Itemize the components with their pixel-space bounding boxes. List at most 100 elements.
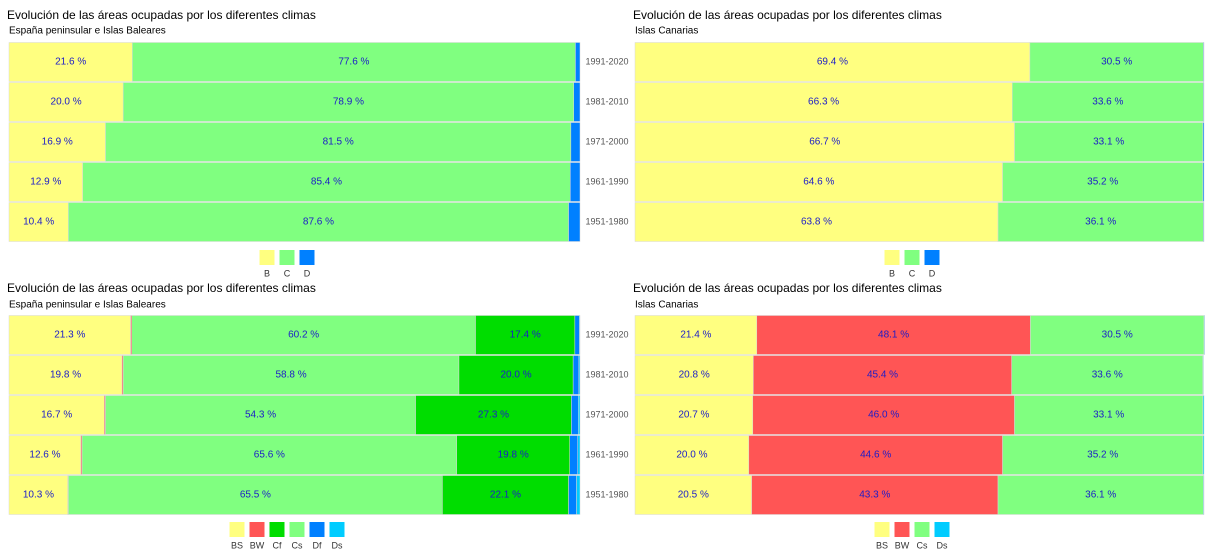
- value-label: 16.7 %: [41, 410, 72, 421]
- bar-segment: [571, 395, 579, 435]
- bar-segment: [105, 122, 572, 162]
- value-label: 17.4 %: [510, 330, 541, 341]
- bar-segment: [131, 315, 476, 355]
- legend-swatch: [289, 522, 305, 537]
- value-label: 85.4 %: [311, 177, 342, 188]
- value-label: 43.3 %: [859, 490, 890, 501]
- value-label: 19.8 %: [50, 370, 81, 381]
- bar-segment: [634, 202, 999, 242]
- bar-segment: [751, 475, 999, 515]
- bar-segment: [1011, 82, 1204, 122]
- legend-label: B: [889, 268, 895, 278]
- value-label: 12.9 %: [30, 177, 61, 188]
- bar-segment: [458, 355, 574, 395]
- value-label: 81.5 %: [323, 137, 354, 148]
- bar-segment: [634, 82, 1013, 122]
- value-label: 22.1 %: [490, 490, 521, 501]
- chart-panel: Evolución de las áreas ocupadas por los …: [7, 281, 629, 550]
- legend-label: BS: [231, 540, 243, 550]
- category-label: 1971-2000: [585, 409, 628, 419]
- legend-label: C: [909, 268, 916, 278]
- legend-swatch: [904, 250, 920, 265]
- value-label: 20.0 %: [500, 370, 531, 381]
- legend-label: BS: [876, 540, 888, 550]
- legend-label: C: [284, 268, 291, 278]
- value-label: 65.6 %: [254, 450, 285, 461]
- bar-segment: [1014, 395, 1204, 435]
- chart-title: Evolución de las áreas ocupadas por los …: [7, 281, 316, 295]
- value-label: 33.1 %: [1093, 410, 1124, 421]
- value-label: 35.2 %: [1087, 450, 1118, 461]
- legend-swatch: [924, 250, 940, 265]
- bar-segment: [8, 162, 83, 202]
- chart-title: Evolución de las áreas ocupadas por los …: [633, 281, 942, 295]
- bar-segment: [105, 395, 416, 435]
- value-label: 64.6 %: [803, 177, 834, 188]
- bar-segment: [573, 82, 581, 122]
- bar-segment: [415, 395, 572, 435]
- legend-swatch: [279, 250, 295, 265]
- legend-label: B: [264, 268, 270, 278]
- value-label: 30.5 %: [1102, 330, 1133, 341]
- chart-panel: Evolución de las áreas ocupadas por los …: [633, 8, 1205, 278]
- value-label: 46.0 %: [868, 410, 899, 421]
- value-label: 33.6 %: [1092, 370, 1123, 381]
- value-label: 66.3 %: [808, 97, 839, 108]
- bar-segment: [997, 475, 1204, 515]
- value-label: 21.3 %: [54, 330, 85, 341]
- bar-segment: [8, 82, 124, 122]
- bar-segment: [1202, 122, 1205, 162]
- value-label: 36.1 %: [1085, 490, 1116, 501]
- bar-segment: [748, 435, 1003, 475]
- category-label: 1991-2020: [585, 56, 628, 66]
- bar-segment: [575, 42, 581, 82]
- bar-segment: [1203, 42, 1205, 82]
- bar-segment: [568, 202, 581, 242]
- chart-subtitle: Islas Canarias: [635, 26, 698, 37]
- bar-segment: [8, 315, 131, 355]
- value-label: 78.9 %: [333, 97, 364, 108]
- bar-segment: [753, 355, 1012, 395]
- bar-segment: [1203, 315, 1205, 355]
- bar-segment: [1203, 202, 1205, 242]
- bar-segment: [578, 395, 581, 435]
- bar-segment: [1002, 435, 1204, 475]
- bar-segment: [1202, 162, 1205, 202]
- value-label: 20.8 %: [679, 370, 710, 381]
- value-label: 20.7 %: [678, 410, 709, 421]
- legend-swatch: [874, 522, 890, 537]
- bar-segment: [1011, 355, 1204, 395]
- legend-swatch: [259, 250, 275, 265]
- legend-swatch: [914, 522, 930, 537]
- bar-segment: [634, 315, 758, 355]
- bar-segment: [132, 42, 576, 82]
- value-label: 12.6 %: [29, 450, 60, 461]
- bar-segment: [579, 315, 581, 355]
- bar-segment: [8, 475, 69, 515]
- bar-segment: [1202, 355, 1204, 395]
- bar-segment: [752, 395, 1015, 435]
- value-label: 33.1 %: [1093, 137, 1124, 148]
- bar-segment: [570, 122, 581, 162]
- bar-segment: [570, 162, 581, 202]
- bar-segment: [8, 122, 106, 162]
- legend-label: Cs: [917, 540, 928, 550]
- legend-swatch: [329, 522, 345, 537]
- value-label: 27.3 %: [478, 410, 509, 421]
- bar-segment: [634, 122, 1015, 162]
- bar-segment: [997, 202, 1204, 242]
- bar-segment: [8, 435, 82, 475]
- bar-segment: [1029, 42, 1204, 82]
- legend-label: BW: [895, 540, 910, 550]
- legend-label: BW: [250, 540, 265, 550]
- value-label: 58.8 %: [276, 370, 307, 381]
- bar-segment: [1002, 162, 1204, 202]
- bar-segment: [1203, 475, 1205, 515]
- bar-segment: [122, 82, 574, 122]
- value-label: 21.4 %: [680, 330, 711, 341]
- legend-swatch: [884, 250, 900, 265]
- bar-segment: [578, 355, 581, 395]
- value-label: 48.1 %: [878, 330, 909, 341]
- value-label: 19.8 %: [498, 450, 529, 461]
- legend-swatch: [309, 522, 325, 537]
